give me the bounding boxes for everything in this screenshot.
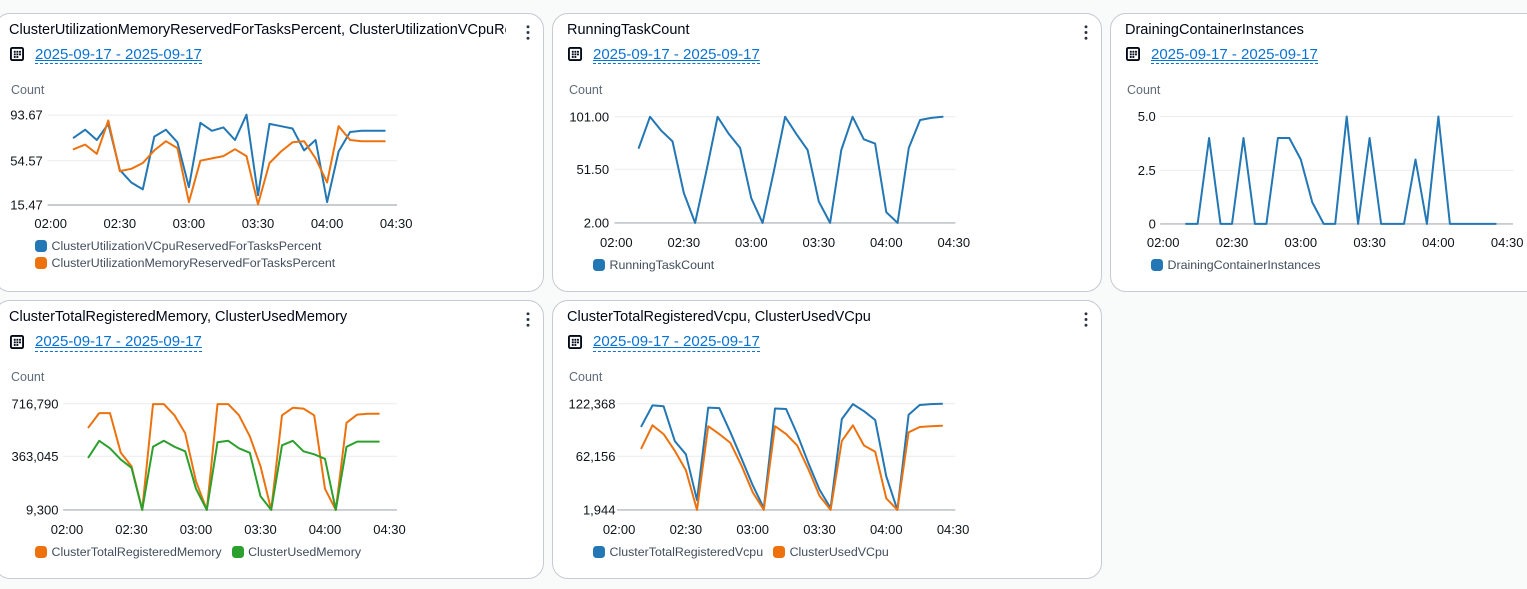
svg-text:03:30: 03:30	[242, 216, 275, 231]
svg-text:716,790: 716,790	[12, 396, 59, 411]
svg-text:04:30: 04:30	[937, 522, 970, 537]
svg-text:15.47: 15.47	[10, 197, 43, 212]
svg-text:03:30: 03:30	[803, 522, 836, 537]
svg-text:04:00: 04:00	[870, 522, 903, 537]
svg-text:03:00: 03:00	[1285, 235, 1318, 250]
svg-text:101.00: 101.00	[569, 109, 609, 124]
svg-text:Count: Count	[11, 82, 45, 96]
svg-text:5.0: 5.0	[1138, 109, 1156, 124]
svg-text:03:00: 03:00	[173, 216, 206, 231]
svg-text:03:30: 03:30	[1353, 235, 1386, 250]
svg-text:51.50: 51.50	[577, 161, 610, 176]
svg-text:04:00: 04:00	[1422, 235, 1455, 250]
svg-text:2.00: 2.00	[584, 215, 609, 230]
svg-text:02:30: 02:30	[670, 522, 703, 537]
svg-text:Count: Count	[569, 370, 603, 384]
svg-text:03:00: 03:00	[736, 522, 769, 537]
svg-text:02:00: 02:00	[600, 235, 633, 250]
svg-text:2.5: 2.5	[1138, 162, 1156, 177]
svg-text:93.67: 93.67	[10, 107, 43, 122]
svg-text:03:00: 03:00	[180, 522, 213, 537]
svg-text:02:30: 02:30	[1216, 235, 1249, 250]
svg-text:Count: Count	[11, 370, 45, 384]
svg-text:02:00: 02:00	[51, 522, 84, 537]
svg-text:9,300: 9,300	[26, 503, 59, 518]
svg-text:02:00: 02:00	[34, 216, 67, 231]
svg-text:02:00: 02:00	[1147, 235, 1180, 250]
svg-text:04:30: 04:30	[938, 235, 971, 250]
svg-text:Count: Count	[1127, 82, 1161, 96]
svg-text:62,156: 62,156	[576, 449, 616, 464]
svg-text:04:00: 04:00	[309, 522, 342, 537]
svg-text:04:30: 04:30	[1491, 235, 1524, 250]
svg-text:04:30: 04:30	[373, 522, 406, 537]
svg-text:363,045: 363,045	[12, 449, 59, 464]
svg-text:03:00: 03:00	[735, 235, 768, 250]
svg-text:02:00: 02:00	[603, 522, 636, 537]
svg-text:03:30: 03:30	[244, 522, 277, 537]
svg-text:04:00: 04:00	[870, 235, 903, 250]
svg-text:03:30: 03:30	[803, 235, 836, 250]
svg-text:02:30: 02:30	[104, 216, 137, 231]
svg-text:54.57: 54.57	[10, 153, 43, 168]
svg-text:02:30: 02:30	[115, 522, 148, 537]
svg-text:02:30: 02:30	[668, 235, 701, 250]
svg-text:0: 0	[1149, 216, 1156, 231]
svg-text:04:00: 04:00	[311, 216, 344, 231]
svg-text:1,944: 1,944	[583, 503, 616, 518]
svg-text:Count: Count	[569, 82, 603, 96]
svg-text:122,368: 122,368	[569, 396, 616, 411]
svg-text:04:30: 04:30	[380, 216, 413, 231]
